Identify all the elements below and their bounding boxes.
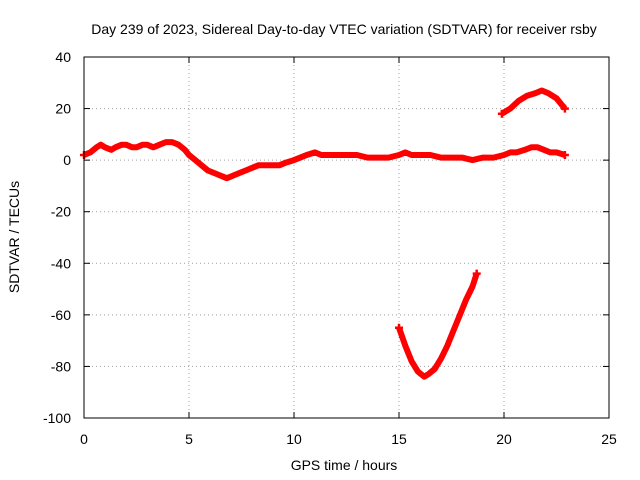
x-tick-label: 15 xyxy=(391,431,407,447)
x-tick-label: 20 xyxy=(496,431,512,447)
x-tick-label: 0 xyxy=(80,431,88,447)
series-endpoint-upper-arc xyxy=(560,104,569,113)
y-tick-label: 20 xyxy=(55,101,71,117)
y-tick-label: -80 xyxy=(51,358,71,374)
y-tick-label: -20 xyxy=(51,204,71,220)
tick-labels: 0 5 10 15 20 25 -100 -80 -60 -40 -20 0 20 40 xyxy=(43,49,617,447)
y-tick-label: -100 xyxy=(43,410,71,426)
series-endpoint-upper-arc xyxy=(497,109,506,118)
x-tick-label: 5 xyxy=(185,431,193,447)
y-tick-label: -40 xyxy=(51,255,71,271)
x-axis-title: GPS time / hours xyxy=(291,457,398,473)
y-tick-label: -60 xyxy=(51,307,71,323)
series-endpoint-main xyxy=(560,150,569,159)
plot-frame xyxy=(83,56,610,419)
series-endpoint-lower-arc xyxy=(472,269,481,278)
grid-lines xyxy=(84,57,609,418)
y-axis-title: SDTVAR / TECUs xyxy=(6,181,22,293)
x-tick-label: 10 xyxy=(286,431,302,447)
series-line-lower-arc xyxy=(396,272,480,380)
axis-ticks xyxy=(83,56,610,419)
x-tick-label: 25 xyxy=(601,431,617,447)
series-line-main xyxy=(82,139,566,182)
chart-title: Day 239 of 2023, Sidereal Day-to-day VTE… xyxy=(91,21,597,37)
y-tick-label: 40 xyxy=(55,49,71,65)
y-tick-label: 0 xyxy=(63,152,71,168)
series-endpoint-lower-arc xyxy=(395,323,403,332)
series-line-upper-arc xyxy=(500,87,568,117)
series-group xyxy=(80,87,569,380)
